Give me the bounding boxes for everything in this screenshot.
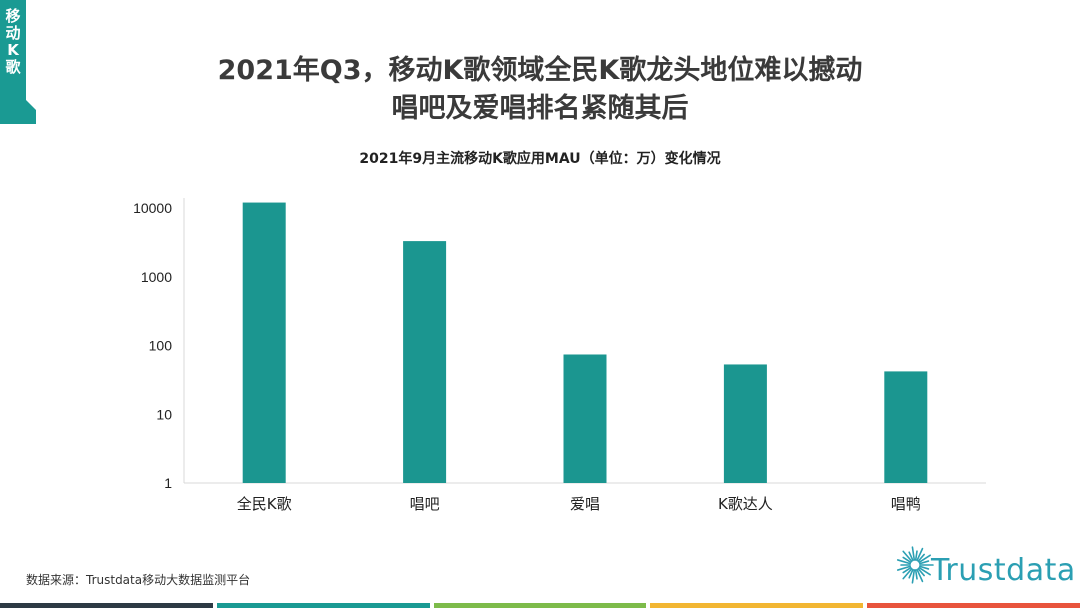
- corner-tag: 移 动 K 歌: [0, 0, 36, 124]
- sunburst-ray: [908, 568, 914, 579]
- y-tick-label: 1000: [141, 269, 172, 285]
- bar: [563, 354, 607, 483]
- sunburst-ray: [902, 566, 912, 574]
- bar: [723, 364, 767, 483]
- corner-char: 动: [5, 24, 21, 42]
- sunburst-ray: [914, 569, 918, 580]
- y-tick-label: 1: [164, 475, 172, 491]
- bar: [884, 371, 928, 483]
- corner-tag-shape: [0, 0, 36, 124]
- logo-text: Trustdata: [931, 553, 1076, 588]
- x-tick-label: K歌达人: [718, 495, 773, 513]
- bottom-bar-segment: [867, 603, 1080, 608]
- trustdata-logo: Trustdata: [893, 535, 1075, 595]
- bar: [403, 241, 447, 483]
- sunburst-ray: [902, 556, 912, 564]
- sunburst-ray: [902, 550, 913, 563]
- sunburst-ray: [896, 559, 912, 565]
- y-tick-label: 10: [156, 406, 172, 422]
- sunburst-icon: [896, 546, 934, 584]
- x-tick-label: 唱吧: [410, 495, 440, 513]
- sunburst-ray: [911, 546, 916, 561]
- sunburst-ray: [896, 565, 912, 571]
- corner-char: 歌: [5, 58, 21, 76]
- bottom-bar-segment: [433, 603, 647, 608]
- bottom-color-bar: [0, 603, 1080, 608]
- page-title-line2: 唱吧及爱唱排名紧随其后: [391, 93, 689, 124]
- bar: [242, 202, 286, 484]
- page-title: 2021年Q3，移动K歌领域全民K歌龙头地位难以撼动 唱吧及爱唱排名紧随其后: [0, 52, 1080, 128]
- data-source: 数据来源：Trustdata移动大数据监测平台: [26, 573, 251, 587]
- y-tick-label: 100: [149, 338, 173, 354]
- bottom-bar-segment: [650, 603, 864, 608]
- sunburst-ray: [918, 554, 931, 564]
- sunburst-ray: [902, 567, 913, 580]
- sunburst-ray: [916, 547, 924, 562]
- sunburst-ray: [911, 569, 916, 584]
- x-tick-label: 全民K歌: [237, 495, 292, 513]
- sunburst-ray: [908, 551, 914, 562]
- sunburst-ray: [918, 566, 931, 576]
- corner-char: 移: [5, 7, 21, 25]
- y-tick-label: 10000: [133, 200, 172, 216]
- sunburst-ray: [914, 550, 918, 561]
- sunburst-ray: [918, 560, 930, 565]
- sunburst-ray: [917, 553, 925, 563]
- x-tick-label: 爱唱: [570, 495, 600, 513]
- x-tick-label: 唱鸭: [891, 495, 921, 513]
- bottom-bar-segment: [216, 603, 430, 608]
- bar-chart: 1 10 100 1000 10000 全民K歌 唱吧 爱唱 K歌达人 唱鸭: [133, 198, 986, 513]
- page-title-line1: 2021年Q3，移动K歌领域全民K歌龙头地位难以撼动: [217, 55, 863, 86]
- corner-tag-label: 移 动 K 歌: [0, 8, 26, 76]
- bottom-bar-segment: [0, 603, 213, 608]
- corner-char: K: [7, 41, 19, 59]
- sunburst-ray: [918, 565, 930, 570]
- chart-title: 2021年9月主流移动K歌应用MAU（单位：万）变化情况: [359, 151, 721, 167]
- sunburst-ray: [916, 568, 924, 583]
- sunburst-ray: [917, 567, 925, 577]
